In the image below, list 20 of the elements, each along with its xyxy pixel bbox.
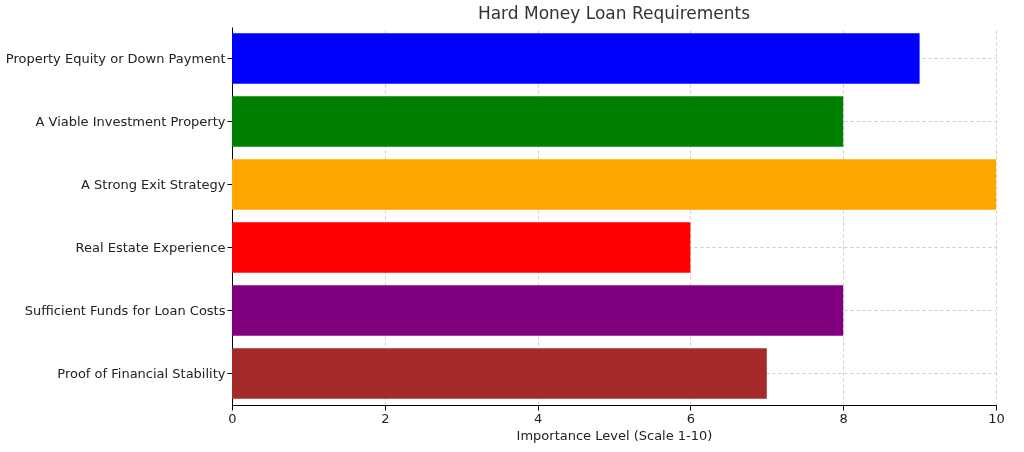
x-tick-label: 0 bbox=[228, 410, 237, 426]
x-tick-label: 2 bbox=[381, 410, 390, 426]
bar bbox=[232, 159, 996, 210]
bar bbox=[232, 96, 844, 147]
bar bbox=[232, 285, 844, 336]
x-axis-title: Importance Level (Scale 1-10) bbox=[516, 427, 713, 443]
x-tick-label: 6 bbox=[686, 410, 696, 426]
y-tick-label: Proof of Financial Stability bbox=[57, 365, 226, 381]
y-tick-label: Sufficient Funds for Loan Costs bbox=[24, 302, 226, 318]
x-tick-label: 10 bbox=[988, 410, 1005, 426]
y-tick-label: A Strong Exit Strategy bbox=[81, 176, 226, 192]
y-tick-label: Property Equity or Down Payment bbox=[5, 50, 226, 66]
x-tick-label: 8 bbox=[839, 410, 848, 426]
bar bbox=[232, 33, 920, 84]
bar bbox=[232, 348, 767, 399]
y-tick-label: Real Estate Experience bbox=[75, 239, 226, 255]
x-tick-label: 4 bbox=[533, 410, 543, 426]
y-tick-label: A Viable Investment Property bbox=[35, 113, 226, 129]
bar bbox=[232, 222, 691, 273]
chart-title: Hard Money Loan Requirements bbox=[477, 3, 751, 23]
